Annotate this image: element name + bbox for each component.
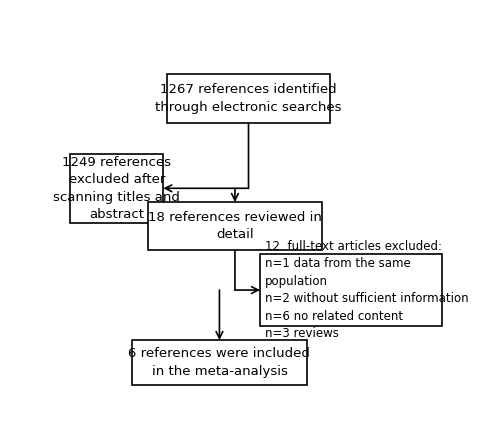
Bar xyxy=(132,340,306,385)
Text: 1267 references identified
through electronic searches: 1267 references identified through elect… xyxy=(155,83,342,114)
Text: 6 references were included
in the meta-analysis: 6 references were included in the meta-a… xyxy=(128,347,310,378)
Text: 18 references reviewed in
detail: 18 references reviewed in detail xyxy=(148,211,322,241)
Text: 12  full-text articles excluded:
n=1 data from the same
population
n=2 without s: 12 full-text articles excluded: n=1 data… xyxy=(265,240,468,340)
Bar xyxy=(70,154,163,223)
Bar xyxy=(167,74,330,123)
Bar xyxy=(260,254,442,326)
Text: 1249 references
excluded after
scanning titles and
abstract: 1249 references excluded after scanning … xyxy=(54,155,180,221)
Bar xyxy=(148,202,322,250)
